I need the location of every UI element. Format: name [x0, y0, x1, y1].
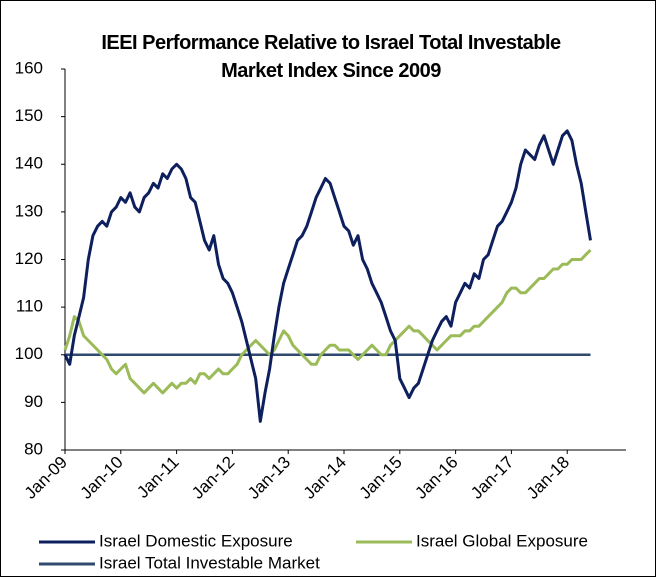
x-tick-label: Jan-13: [244, 453, 294, 503]
x-tick-label: Jan-10: [77, 453, 127, 503]
x-tick-label: Jan-16: [411, 453, 461, 503]
y-tick-label: 160: [15, 58, 43, 77]
legend-label: Israel Global Exposure: [416, 531, 588, 550]
y-tick-label: 110: [16, 297, 43, 316]
x-tick-label: Jan-12: [188, 453, 238, 503]
legend-label: Israel Domestic Exposure: [99, 531, 293, 550]
y-tick-label: 150: [15, 106, 43, 125]
x-tick-label: Jan-18: [523, 453, 573, 503]
y-tick-label: 90: [24, 392, 43, 411]
x-tick-label: Jan-15: [356, 453, 406, 503]
x-tick-label: Jan-09: [21, 453, 71, 503]
y-tick-label: 140: [15, 154, 43, 173]
legend-label: Israel Total Investable Market: [99, 553, 320, 572]
x-tick-label: Jan-14: [300, 453, 350, 503]
y-tick-label: 80: [24, 439, 43, 458]
y-tick-label: 120: [15, 249, 43, 268]
x-tick-label: Jan-17: [467, 453, 517, 503]
chart-title: IEEI Performance Relative to Israel Tota…: [101, 32, 561, 82]
series-line: [63, 129, 592, 423]
x-tick-label: Jan-11: [133, 453, 182, 502]
y-tick-label: 100: [15, 344, 43, 363]
y-tick-label: 130: [15, 201, 43, 220]
series-line: [63, 248, 592, 395]
